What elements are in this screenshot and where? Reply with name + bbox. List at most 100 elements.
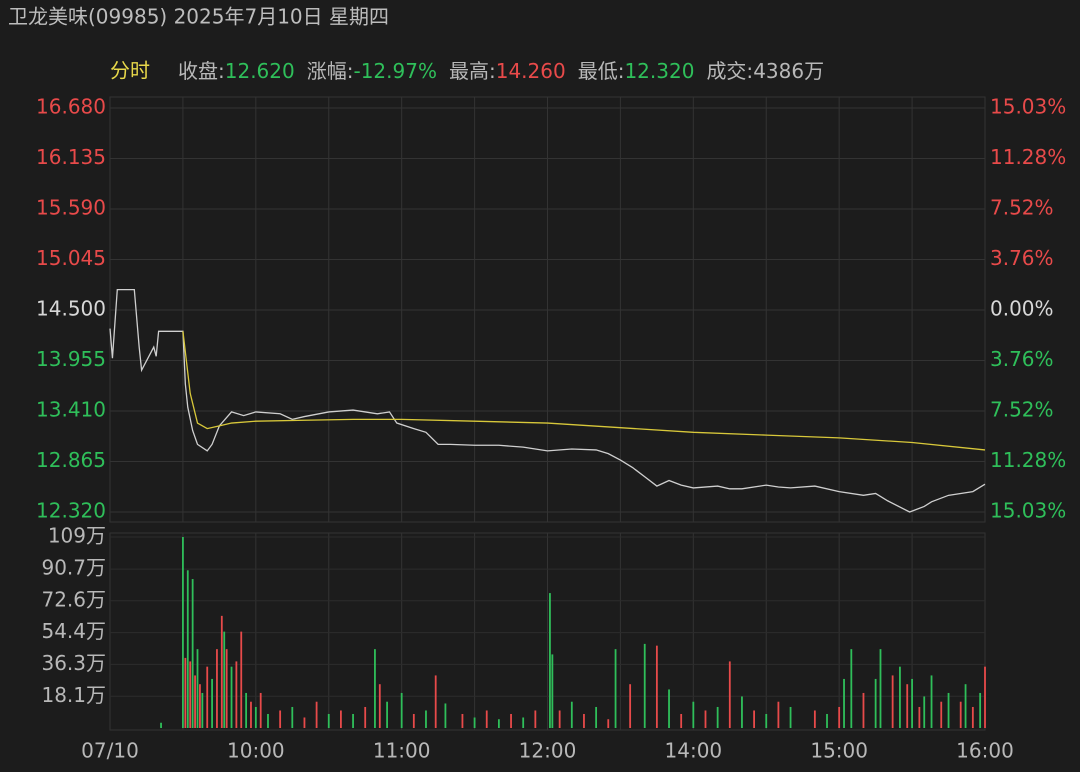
y-tick-label: 15.590 bbox=[36, 196, 106, 220]
x-tick-label: 07/10 bbox=[81, 739, 139, 763]
volume-bar bbox=[741, 696, 743, 728]
volume-bar bbox=[704, 710, 707, 728]
volume-bar bbox=[583, 713, 585, 728]
volume-bar bbox=[614, 649, 617, 728]
stat-value: -12.97% bbox=[353, 59, 436, 83]
volume-tick-label: 36.3万 bbox=[41, 651, 106, 675]
volume-bar bbox=[534, 710, 537, 728]
volume-bar bbox=[412, 713, 415, 728]
stats-row: 收盘:12.620 涨幅:-12.97% 最高:14.260 最低:12.320 成交:… bbox=[178, 59, 824, 83]
volume-bar bbox=[196, 649, 199, 728]
y2-tick-label: 3.76% bbox=[990, 246, 1054, 270]
volume-bar bbox=[728, 661, 731, 728]
volume-bar bbox=[199, 684, 201, 728]
volume-bar bbox=[879, 649, 882, 728]
volume-tick-label: 109万 bbox=[48, 524, 106, 548]
volume-bar bbox=[843, 678, 845, 728]
volume-bar bbox=[400, 692, 403, 728]
volume-bar bbox=[364, 706, 367, 728]
volume-bar bbox=[211, 678, 213, 728]
stat-label: 成交: bbox=[706, 59, 753, 83]
stat-label: 最低: bbox=[578, 59, 625, 83]
y-tick-label: 13.955 bbox=[36, 347, 106, 371]
volume-bar bbox=[777, 701, 780, 728]
volume-bar bbox=[570, 701, 573, 728]
volume-bar bbox=[899, 666, 901, 728]
volume-bar bbox=[549, 593, 551, 728]
x-tick-label: 16:00 bbox=[956, 739, 1014, 763]
volume-bar bbox=[279, 710, 282, 728]
y2-tick-label: 0.00% bbox=[990, 297, 1054, 321]
volume-bar bbox=[692, 701, 695, 728]
stat-label: 最高: bbox=[449, 59, 496, 83]
volume-bar bbox=[911, 678, 913, 728]
volume-bar bbox=[959, 701, 962, 728]
volume-bar bbox=[259, 692, 262, 728]
volume-tick-label: 54.4万 bbox=[41, 619, 106, 643]
volume-bar bbox=[245, 692, 248, 728]
volume-bar bbox=[374, 649, 376, 728]
x-tick-label: 10:00 bbox=[227, 739, 285, 763]
volume-bar bbox=[838, 706, 841, 728]
y-tick-label: 12.320 bbox=[36, 499, 106, 523]
volume-bar bbox=[250, 701, 252, 728]
volume-bar bbox=[425, 710, 427, 728]
volume-bar bbox=[434, 675, 437, 728]
y2-tick-label: 15.03% bbox=[990, 95, 1066, 119]
volume-bar bbox=[186, 570, 189, 728]
volume-bar bbox=[558, 710, 561, 728]
volume-bar bbox=[891, 675, 894, 728]
y-tick-label: 16.135 bbox=[36, 145, 106, 169]
volume-bar bbox=[551, 654, 554, 728]
y2-tick-label: 7.52% bbox=[990, 398, 1054, 422]
volume-bar bbox=[160, 722, 162, 728]
y2-tick-label: 11.28% bbox=[990, 448, 1066, 472]
price-line bbox=[109, 288, 986, 513]
volume-bar bbox=[254, 706, 257, 728]
volume-bar bbox=[497, 719, 500, 728]
stat-value: 4386万 bbox=[753, 59, 824, 83]
volume-bar bbox=[789, 706, 792, 728]
volume-tick-label: 72.6万 bbox=[41, 587, 106, 611]
volume-bar bbox=[595, 706, 598, 728]
x-tick-label: 15:00 bbox=[810, 739, 868, 763]
volume-bar bbox=[191, 579, 194, 728]
volume-tick-label: 90.7万 bbox=[41, 556, 106, 580]
y-tick-label: 12.865 bbox=[36, 448, 106, 472]
volume-bar bbox=[906, 684, 909, 728]
stat-value: 12.620 bbox=[225, 59, 295, 83]
chart-title: 卫龙美味(09985) 2025年7月10日 星期四 bbox=[8, 5, 389, 29]
y2-tick-label: 15.03% bbox=[990, 499, 1066, 523]
volume-bar bbox=[813, 710, 816, 728]
volume-bar bbox=[352, 713, 354, 728]
volume-bar bbox=[643, 643, 646, 728]
stat-value: 14.260 bbox=[496, 59, 566, 83]
volume-bar bbox=[918, 706, 921, 728]
x-tick-label: 14:00 bbox=[665, 739, 723, 763]
price-line bbox=[182, 331, 986, 451]
volume-bar bbox=[184, 657, 187, 728]
volume-bar bbox=[510, 713, 512, 728]
volume-bar bbox=[979, 692, 982, 728]
volume-bar bbox=[327, 713, 330, 728]
volume-bar bbox=[194, 675, 196, 728]
y2-tick-label: 3.76% bbox=[990, 347, 1054, 371]
volume-bar bbox=[680, 713, 683, 728]
volume-bar bbox=[267, 713, 269, 728]
volume-bar bbox=[874, 678, 877, 728]
volume-bar bbox=[182, 537, 184, 728]
volume-bar bbox=[473, 717, 476, 728]
mode-tab[interactable]: 分时 bbox=[110, 59, 150, 83]
volume-bar bbox=[971, 706, 974, 728]
volume-bar bbox=[753, 710, 755, 728]
volume-bar bbox=[230, 666, 233, 728]
stat-label: 涨幅: bbox=[307, 59, 354, 83]
volume-bar bbox=[315, 701, 318, 728]
x-tick-label: 11:00 bbox=[373, 739, 431, 763]
volume-bar bbox=[629, 684, 632, 728]
volume-bar bbox=[947, 692, 950, 728]
volume-bar bbox=[930, 675, 933, 728]
volume-bar bbox=[964, 684, 967, 728]
